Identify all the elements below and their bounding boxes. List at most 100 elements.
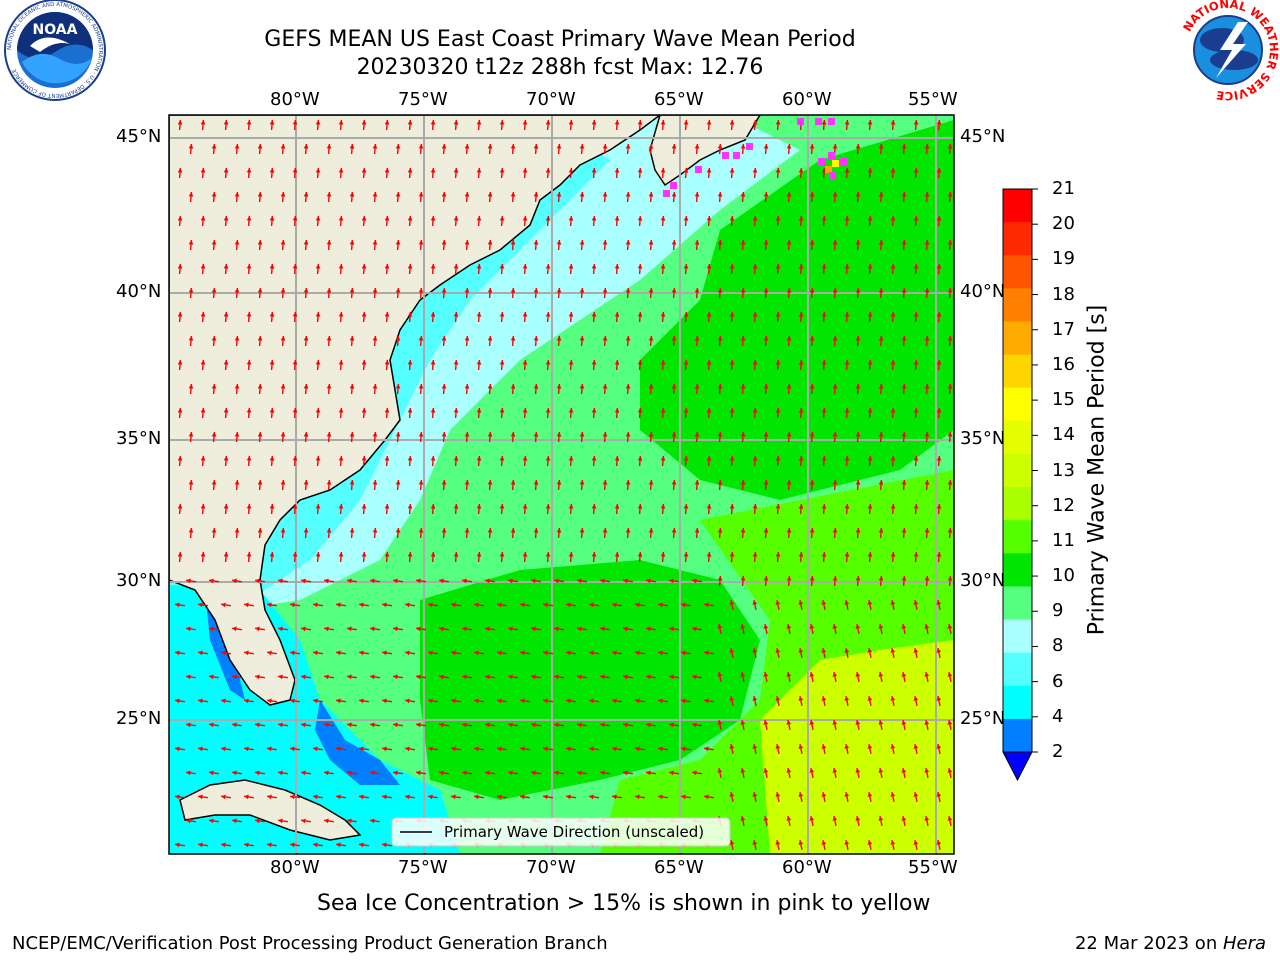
wave-arrow-head: [326, 240, 332, 245]
wave-arrow-head: [326, 144, 332, 149]
wave-arrow-head: [278, 626, 283, 632]
wave-arrow-head: [211, 144, 217, 149]
wave-arrow-head: [660, 264, 666, 269]
colorbar-swatch: [1003, 520, 1032, 554]
colorbar-swatch: [1003, 586, 1032, 621]
wave-arrow-head: [913, 648, 919, 653]
wave-arrow-head: [821, 648, 827, 653]
wave-arrow-head: [223, 360, 229, 365]
wave-arrow-head: [775, 792, 781, 797]
wave-arrow-head: [278, 578, 283, 584]
wave-arrow-head: [947, 528, 953, 533]
wave-arrow-head: [821, 456, 827, 461]
wave-arrow-head: [382, 650, 387, 656]
wave-arrow-head: [556, 240, 562, 245]
wave-arrow-head: [280, 192, 286, 197]
wave-arrow-head: [878, 672, 884, 677]
wave-arrow-head: [177, 312, 183, 317]
wave-arrow-head: [186, 770, 191, 776]
wave-arrow-head: [717, 336, 723, 341]
wave-arrow-head: [867, 168, 873, 173]
wave-arrow-head: [566, 746, 571, 752]
wave-arrow-head: [867, 408, 873, 413]
wave-arrow-head: [395, 336, 401, 341]
wave-arrow-head: [855, 240, 861, 245]
wave-arrow-head: [338, 408, 344, 413]
wave-arrow-head: [255, 818, 260, 824]
wave-arrow-head: [453, 216, 459, 221]
wave-arrow-head: [694, 144, 700, 149]
wave-arrow-head: [336, 650, 341, 656]
wave-arrow-head: [681, 794, 686, 800]
wave-arrow-head: [844, 408, 850, 413]
wave-arrow-head: [681, 650, 686, 656]
wave-arrow-head: [476, 216, 482, 221]
wave-arrow-head: [568, 264, 574, 269]
wave-arrow-head: [913, 216, 919, 221]
wave-arrow-head: [441, 384, 447, 389]
wave-arrow-head: [706, 312, 712, 317]
wave-arrow-head: [591, 120, 597, 125]
wave-arrow-head: [740, 144, 746, 149]
wave-arrow-head: [717, 528, 723, 533]
wave-arrow-head: [614, 408, 620, 413]
wave-arrow-head: [531, 674, 536, 680]
wave-arrow-head: [798, 216, 804, 221]
wave-arrow-head: [223, 216, 229, 221]
wave-arrow-head: [451, 602, 456, 608]
wave-arrow-head: [234, 432, 240, 437]
wave-arrow-head: [625, 384, 631, 389]
wave-arrow-head: [890, 696, 896, 701]
wave-arrow-head: [646, 770, 651, 776]
wave-arrow-head: [648, 384, 654, 389]
wave-arrow-head: [246, 264, 252, 269]
wave-arrow-head: [223, 312, 229, 317]
wave-arrow-head: [405, 602, 410, 608]
wave-arrow-head: [635, 698, 640, 704]
wave-arrow-head: [556, 384, 562, 389]
wave-arrow-head: [177, 408, 183, 413]
wave-arrow-head: [637, 264, 643, 269]
footer-branch: NCEP/EMC/Verification Post Processing Pr…: [12, 933, 608, 954]
wave-arrow-head: [476, 264, 482, 269]
wave-arrow-head: [223, 552, 229, 557]
wave-arrow-head: [913, 168, 919, 173]
wave-arrow-head: [405, 794, 410, 800]
wave-arrow-head: [752, 744, 758, 749]
wave-arrow-head: [706, 120, 712, 125]
wave-arrow-head: [303, 528, 309, 533]
wave-arrow-head: [301, 722, 306, 728]
wave-arrow-head: [681, 602, 686, 608]
wave-arrow-head: [867, 552, 873, 557]
wave-arrow-head: [464, 384, 470, 389]
wave-arrow-head: [798, 504, 804, 509]
colorbar-tick-label: 12: [1052, 494, 1075, 516]
wave-arrow-head: [211, 192, 217, 197]
wave-arrow-head: [407, 552, 413, 557]
wave-arrow-head: [890, 792, 896, 797]
wave-arrow-head: [614, 168, 620, 173]
wave-arrow-head: [568, 312, 574, 317]
wave-arrow-head: [623, 578, 628, 584]
wave-arrow-head: [890, 840, 896, 845]
noaa-logo: NOAA NATIONAL OCEANIC AND ATMOSPHERIC AD…: [4, 0, 106, 101]
wave-arrow-head: [658, 650, 663, 656]
wave-arrow-head: [924, 576, 930, 581]
wave-arrow-head: [729, 312, 735, 317]
wave-arrow-head: [200, 552, 206, 557]
wave-arrow-head: [637, 456, 643, 461]
wave-arrow-head: [257, 336, 263, 341]
wave-arrow-head: [361, 360, 367, 365]
wave-arrow-head: [878, 624, 884, 629]
wave-arrow-head: [246, 360, 252, 365]
wave-arrow-head: [499, 504, 505, 509]
wave-arrow-head: [855, 288, 861, 293]
wave-arrow-head: [384, 120, 390, 125]
wave-arrow-head: [729, 504, 735, 509]
wave-arrow-head: [395, 528, 401, 533]
wave-arrow-head: [729, 120, 735, 125]
wave-arrow-head: [280, 480, 286, 485]
wave-arrow-head: [947, 816, 953, 821]
wave-arrow-head: [832, 720, 838, 725]
wave-arrow-head: [913, 840, 919, 845]
